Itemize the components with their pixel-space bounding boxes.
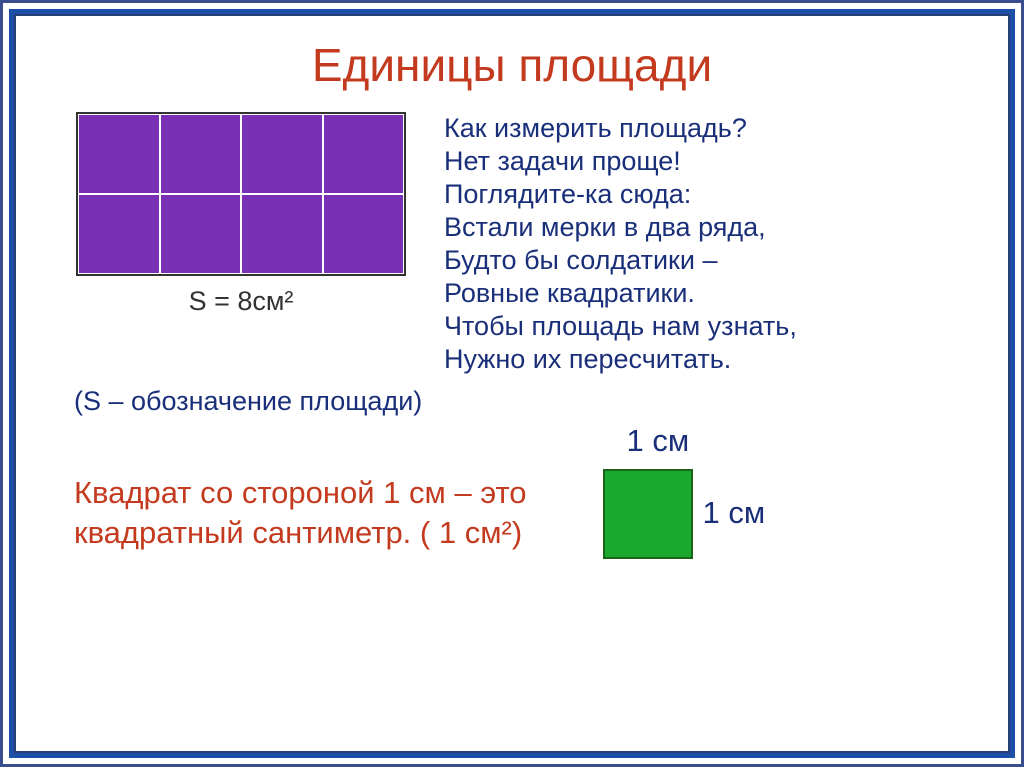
poem-line: Нет задачи проще! <box>444 145 797 178</box>
grid-cell <box>78 114 160 194</box>
poem-line: Поглядите-ка сюда: <box>444 178 797 211</box>
grid-cell <box>78 194 160 274</box>
poem-line: Будто бы солдатики – <box>444 244 797 277</box>
unit-square <box>603 469 693 559</box>
bottom-row: Квадрат со стороной 1 см – это квадратны… <box>16 417 1008 603</box>
area-formula: S = 8см² <box>189 286 294 317</box>
poem-line: Чтобы площадь нам узнать, <box>444 310 797 343</box>
poem-line: Ровные квадратики. <box>444 277 797 310</box>
poem-line: Как измерить площадь? <box>444 112 797 145</box>
grid-cell <box>241 194 323 274</box>
grid-cell <box>160 194 242 274</box>
area-grid <box>76 112 406 276</box>
outer-frame: Единицы площади S = 8см² Как измерить пл… <box>0 0 1024 767</box>
unit-square-diagram: 1 см 1 см <box>549 423 779 603</box>
definition-line1: Квадрат со стороной 1 см – это <box>74 475 527 510</box>
definition-line2: квадратный сантиметр. ( 1 см²) <box>74 515 522 550</box>
poem-line: Встали мерки в два ряда, <box>444 211 797 244</box>
grid-diagram-area: S = 8см² <box>76 112 406 317</box>
unit-square-label-top: 1 см <box>627 423 690 459</box>
definition-text: Квадрат со стороной 1 см – это квадратны… <box>74 423 527 554</box>
grid-cell <box>160 114 242 194</box>
grid-cell <box>323 114 405 194</box>
mid-frame: Единицы площади S = 8см² Как измерить пл… <box>9 9 1015 758</box>
top-row: S = 8см² Как измерить площадь?Нет задачи… <box>16 92 1008 376</box>
grid-cell <box>323 194 405 274</box>
poem-line: Нужно их пересчитать. <box>444 343 797 376</box>
slide-canvas: Единицы площади S = 8см² Как измерить пл… <box>14 14 1010 753</box>
grid-cell <box>241 114 323 194</box>
poem-text: Как измерить площадь?Нет задачи проще!По… <box>444 112 797 376</box>
unit-square-label-right: 1 см <box>703 495 766 531</box>
legend-text: (S – обозначение площади) <box>16 376 1008 417</box>
slide-title: Единицы площади <box>16 16 1008 92</box>
